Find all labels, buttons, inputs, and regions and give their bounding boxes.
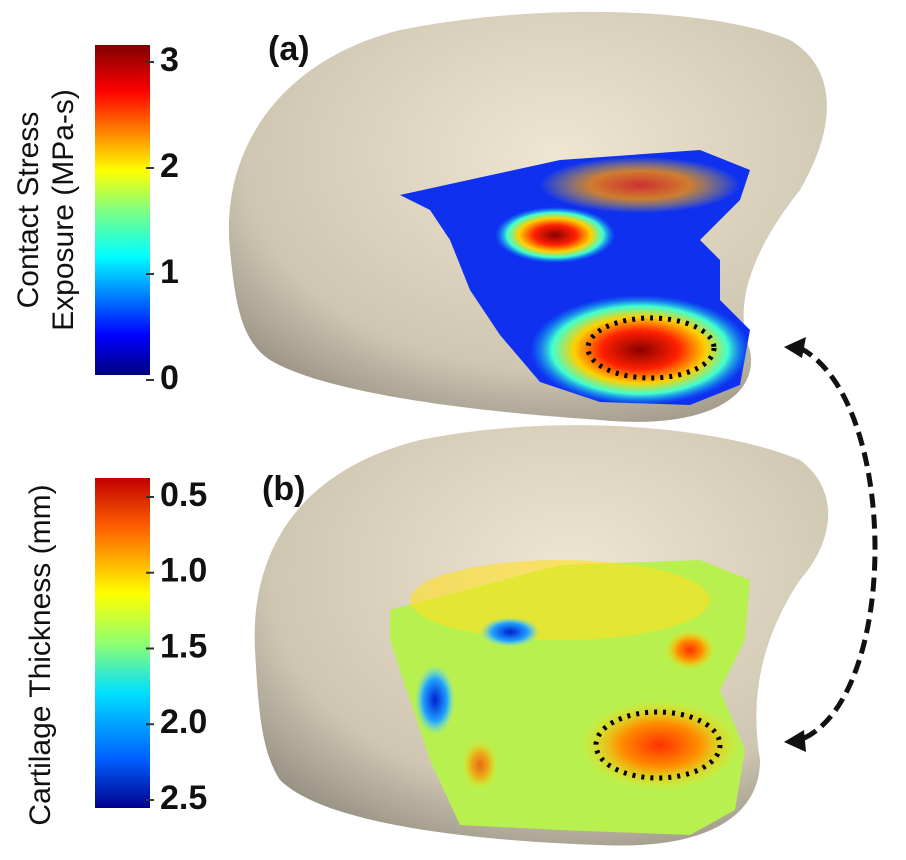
colorbar [95, 478, 150, 808]
colorbar-title: Cartilage Thickness (mm) [24, 484, 57, 825]
colorbar-title: Contact Stress [12, 112, 45, 309]
panel-label: (b) [262, 470, 305, 508]
tick-label: 2 [160, 147, 179, 185]
heat-zone [410, 560, 710, 640]
tick-label: 1.0 [160, 552, 207, 590]
heat-zone [665, 630, 715, 670]
arrowhead [784, 337, 806, 358]
heat-zone [415, 665, 455, 735]
heat-zone [530, 295, 750, 405]
tick-label: 0 [160, 359, 179, 397]
heat-zone [495, 207, 615, 263]
colorbar-title: Exposure (MPa-s) [47, 89, 80, 331]
tick-label: 2.5 [160, 779, 207, 817]
heat-zone [480, 617, 540, 647]
figure: (a) (b) 3 2 1 0 Contact StressExposure (MPa-… [0, 0, 906, 860]
tick-label: 3 [160, 41, 179, 79]
colorbar [95, 45, 150, 375]
tick-label: 2.0 [160, 703, 207, 741]
heat-zone [462, 740, 498, 790]
heat-zone [540, 157, 740, 213]
tick-label: 1 [160, 253, 179, 291]
tick-label: 0.5 [160, 476, 207, 514]
panel-label: (a) [268, 30, 310, 68]
arrowhead [784, 730, 806, 752]
tick-label: 1.5 [160, 627, 207, 665]
